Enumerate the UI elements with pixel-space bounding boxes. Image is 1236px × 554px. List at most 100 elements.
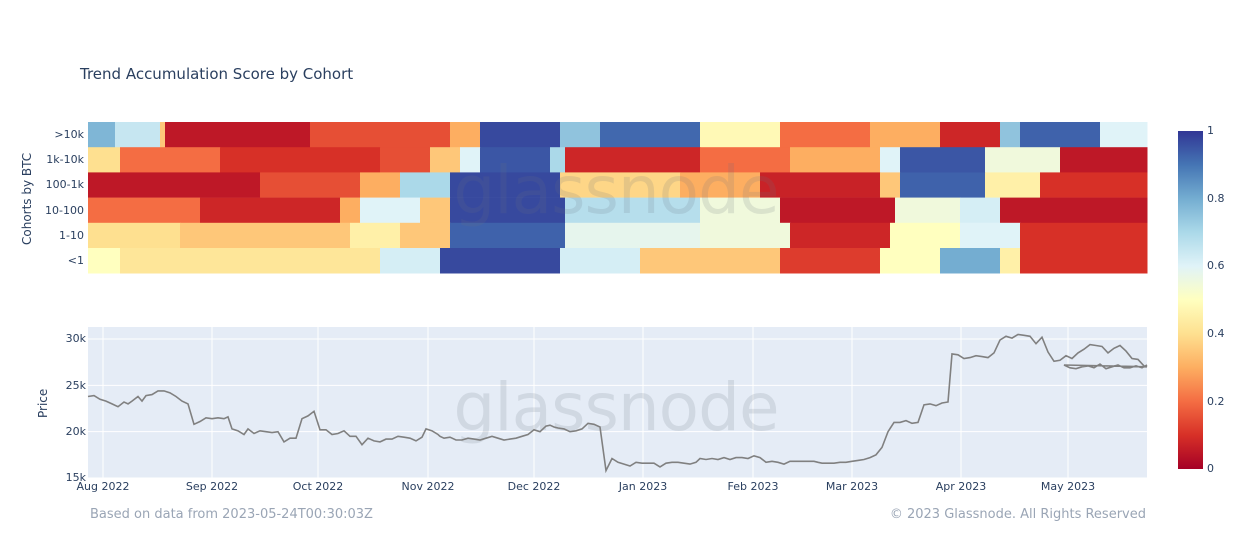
heatmap-cell <box>1020 222 1148 249</box>
heatmap-cell <box>960 197 1001 224</box>
price-plot-background <box>88 327 1147 478</box>
heatmap-cell <box>565 147 701 173</box>
heatmap-cell <box>260 172 361 198</box>
x-tick-apr-2023: Apr 2023 <box>935 480 987 493</box>
heatmap-cell <box>400 172 451 198</box>
row-label-lt1: <1 <box>67 254 84 267</box>
heatmap-cell <box>700 122 781 148</box>
heatmap-cell <box>450 172 561 198</box>
heatmap-cell <box>200 197 341 224</box>
heatmap-cell <box>780 122 871 148</box>
colorbar-tick-0.8: 0.8 <box>1207 192 1225 205</box>
colorbar-tick-0.6: 0.6 <box>1207 259 1225 272</box>
heatmap-cell <box>790 222 891 249</box>
heatmap-cell <box>450 122 481 148</box>
heatmap-cell <box>640 248 781 274</box>
row-label-10-100: 10-100 <box>45 204 84 217</box>
heatmap-cell <box>480 122 561 148</box>
colorbar-tick-0.2: 0.2 <box>1207 395 1225 408</box>
heatmap-cell <box>985 172 1041 198</box>
heatmap-cell <box>1060 147 1148 173</box>
heatmap-cell <box>1020 248 1148 274</box>
heatmap-cell <box>700 197 781 224</box>
heatmap-cell <box>160 122 166 148</box>
x-tick-dec-2022: Dec 2022 <box>507 480 561 493</box>
price-tick-25k: 25k <box>65 379 86 392</box>
heatmap-cell <box>88 147 121 173</box>
price-tick-20k: 20k <box>65 425 86 438</box>
heatmap-cell <box>880 248 941 274</box>
heatmap-cell <box>900 172 986 198</box>
heatmap <box>88 122 1148 274</box>
heatmap-cell <box>940 248 1001 274</box>
x-tick-aug-2022: Aug 2022 <box>76 480 130 493</box>
heatmap-cell <box>1100 122 1148 148</box>
heatmap-cell <box>88 248 121 274</box>
x-tick-mar-2023: Mar 2023 <box>825 480 879 493</box>
heatmap-cell <box>220 147 381 173</box>
heatmap-cell <box>780 197 896 224</box>
price-tick-15k: 15k <box>65 471 86 484</box>
heatmap-cell <box>450 222 566 249</box>
heatmap-cell <box>360 197 421 224</box>
heatmap-cell <box>870 122 941 148</box>
heatmap-cell <box>780 248 881 274</box>
row-label-gt10k: >10k <box>54 128 84 141</box>
heatmap-cell <box>960 222 1021 249</box>
heatmap-cell <box>88 197 201 224</box>
heatmap-cell <box>115 122 161 148</box>
heatmap-cell <box>340 197 361 224</box>
row-label-100-1k: 100-1k <box>45 178 84 191</box>
heatmap-cell <box>420 197 451 224</box>
heatmap-cell <box>565 197 701 224</box>
data-timestamp-note: Based on data from 2023-05-24T00:30:03Z <box>90 507 373 522</box>
heatmap-cell <box>88 122 116 148</box>
price-line <box>87 333 1148 474</box>
x-tick-feb-2023: Feb 2023 <box>727 480 779 493</box>
chart-title: Trend Accumulation Score by Cohort <box>80 65 354 83</box>
heatmap-cell <box>1000 197 1148 224</box>
heatmap-cell <box>560 248 641 274</box>
heatmap-watermark: glassnode <box>453 152 778 229</box>
heatmap-cell <box>940 122 1001 148</box>
colorbar-tick-1: 1 <box>1207 124 1214 137</box>
price-tick-30k: 30k <box>65 332 86 345</box>
heatmap-cell <box>895 197 961 224</box>
x-tick-sep-2022: Sep 2022 <box>185 480 239 493</box>
heatmap-cell <box>790 147 881 173</box>
heatmap-cell <box>565 222 701 249</box>
heatmap-cell <box>680 172 761 198</box>
heatmap-cell <box>560 122 601 148</box>
heatmap-cell <box>165 122 311 148</box>
heatmap-cell <box>380 248 441 274</box>
heatmap-cell <box>1000 122 1021 148</box>
heatmap-cell <box>700 147 791 173</box>
heatmap-cell <box>460 147 481 173</box>
copyright-notice: © 2023 Glassnode. All Rights Reserved <box>889 507 1146 522</box>
heatmap-cell <box>350 222 401 249</box>
x-tick-oct-2022: Oct 2022 <box>292 480 344 493</box>
heatmap-cell <box>600 122 701 148</box>
heatmap-cell <box>88 222 181 249</box>
row-label-1-10: 1-10 <box>59 229 84 242</box>
heatmap-cell <box>1000 248 1021 274</box>
price-watermark: glassnode <box>453 369 778 446</box>
heatmap-cell <box>380 147 431 173</box>
heatmap-cell <box>700 222 791 249</box>
heatmap-cell <box>880 172 901 198</box>
x-tick-nov-2022: Nov 2022 <box>401 480 455 493</box>
colorbar-tick-0.4: 0.4 <box>1207 327 1225 340</box>
colorbar <box>1178 131 1203 469</box>
price-gridlines <box>88 327 1147 479</box>
heatmap-cell <box>120 147 221 173</box>
heatmap-cell <box>550 147 566 173</box>
heatmap-cell <box>120 248 381 274</box>
colorbar-tick-0: 0 <box>1207 462 1214 475</box>
heatmap-cell <box>400 222 451 249</box>
heatmap-cell <box>88 172 261 198</box>
heatmap-cell <box>450 197 566 224</box>
heatmap-cell <box>360 172 401 198</box>
heatmap-cell <box>1040 172 1148 198</box>
heatmap-cell <box>1020 122 1101 148</box>
heatmap-cell <box>440 248 561 274</box>
